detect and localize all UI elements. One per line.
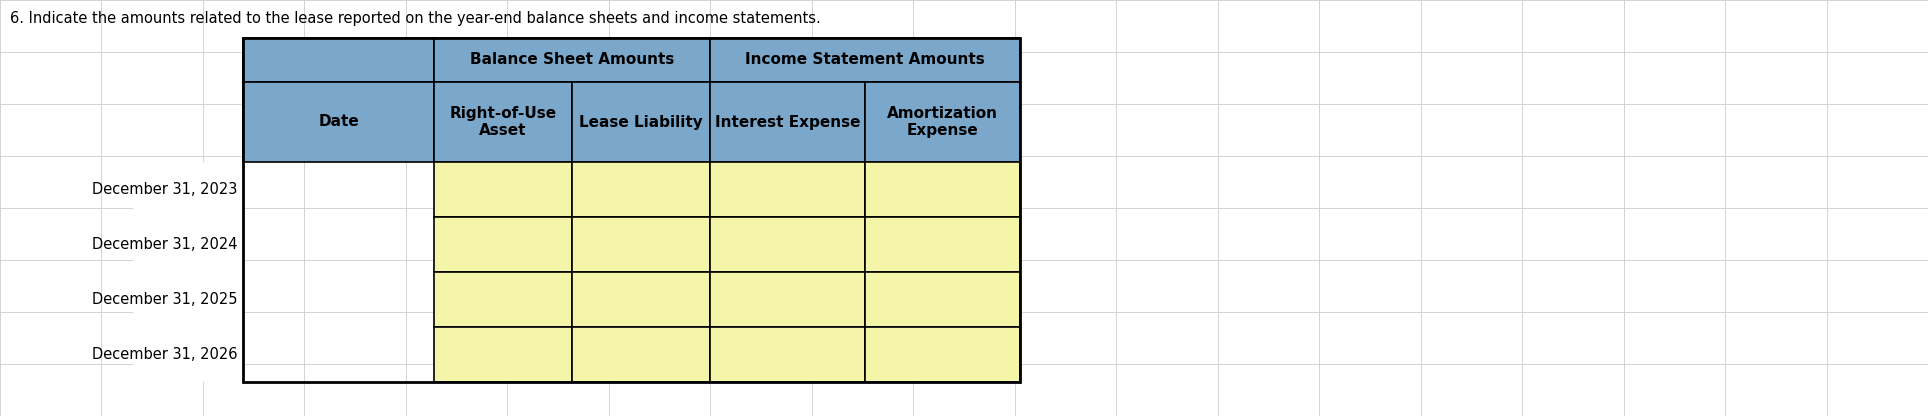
Bar <box>133 272 243 327</box>
Bar <box>133 327 243 382</box>
Bar <box>866 217 1020 272</box>
Text: 6. Indicate the amounts related to the lease reported on the year-end balance sh: 6. Indicate the amounts related to the l… <box>10 10 821 25</box>
Text: Income Statement Amounts: Income Statement Amounts <box>744 52 985 67</box>
Text: Right-of-Use
Asset: Right-of-Use Asset <box>449 106 557 138</box>
Bar <box>133 217 243 272</box>
Bar <box>434 38 710 82</box>
Text: December 31, 2025: December 31, 2025 <box>91 292 237 307</box>
Bar <box>573 162 710 217</box>
Text: December 31, 2023: December 31, 2023 <box>93 182 237 197</box>
Text: December 31, 2024: December 31, 2024 <box>91 237 237 252</box>
Bar <box>573 82 710 162</box>
Text: Balance Sheet Amounts: Balance Sheet Amounts <box>470 52 675 67</box>
Text: Amortization
Expense: Amortization Expense <box>887 106 999 138</box>
Bar <box>434 217 573 272</box>
Bar <box>866 327 1020 382</box>
Bar <box>573 217 710 272</box>
Bar <box>434 82 573 162</box>
Text: December 31, 2026: December 31, 2026 <box>91 347 237 362</box>
Bar <box>434 327 573 382</box>
Bar <box>434 272 573 327</box>
Text: Date: Date <box>318 114 359 129</box>
Bar <box>133 162 243 217</box>
Bar <box>710 38 1020 82</box>
Text: Lease Liability: Lease Liability <box>578 114 704 129</box>
Bar <box>710 327 866 382</box>
Bar <box>573 327 710 382</box>
Bar <box>866 272 1020 327</box>
Bar <box>434 162 573 217</box>
Bar <box>710 217 866 272</box>
Bar <box>710 82 866 162</box>
Bar <box>243 38 1020 382</box>
Bar <box>710 162 866 217</box>
Bar <box>573 272 710 327</box>
Bar <box>710 272 866 327</box>
Bar <box>866 162 1020 217</box>
Bar <box>866 82 1020 162</box>
Bar <box>243 82 434 162</box>
Text: Interest Expense: Interest Expense <box>715 114 860 129</box>
Bar <box>243 38 434 82</box>
